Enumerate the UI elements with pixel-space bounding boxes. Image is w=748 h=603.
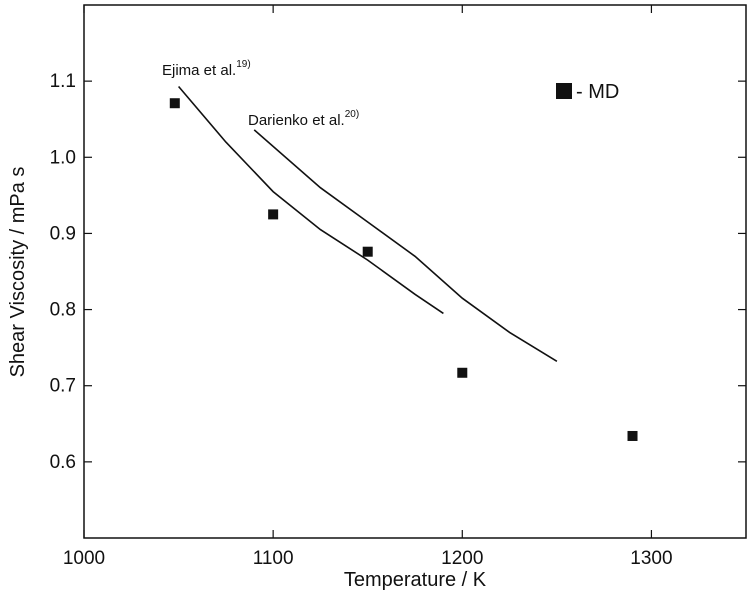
y-tick-label: 0.7 [50,376,76,397]
x-tick-label: 1200 [441,548,483,569]
y-tick-label: 0.8 [50,300,76,321]
data-point [268,209,279,220]
curve-label: Darienko et al.20) [248,109,359,129]
x-tick-label: 1300 [630,548,672,569]
x-tick-label: 1100 [253,548,294,569]
curve-label: Ejima et al.19) [162,59,251,79]
x-tick-label: 1000 [63,548,105,569]
plot-frame [83,4,747,539]
curve [253,129,558,362]
data-point [457,367,468,378]
data-point [169,98,180,109]
legend-marker [556,83,572,99]
curve [177,85,444,315]
legend-label: - MD [576,81,619,103]
curve-name: Darienko et al. [248,112,345,129]
data-point [627,430,638,441]
y-tick-label: 0.6 [50,452,76,473]
curve-reference: 20) [345,109,359,120]
x-axis-title: Temperature / K [344,569,487,591]
y-tick-label: 0.9 [50,223,76,244]
y-tick-label: 1.0 [50,147,76,168]
curve-name: Ejima et al. [162,62,236,79]
data-point [362,246,373,257]
y-tick-label: 1.1 [50,71,76,92]
y-axis-title: Shear Viscosity / mPa s [7,167,29,378]
curve-reference: 19) [236,59,250,70]
legend-name: MD [588,81,619,103]
